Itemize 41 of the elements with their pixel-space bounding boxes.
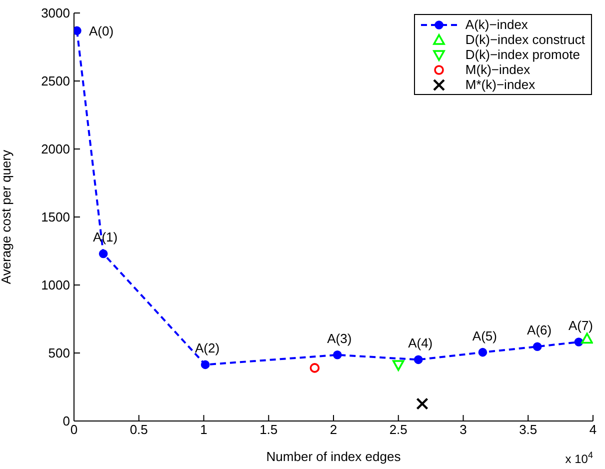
point bbox=[532, 342, 542, 352]
legend-label: D(k)−index construct bbox=[465, 32, 585, 47]
legend-label: M(k)−index bbox=[465, 62, 530, 77]
legend-label: A(k)−index bbox=[465, 17, 528, 32]
annotation: A(3) bbox=[327, 330, 352, 346]
point bbox=[200, 360, 210, 370]
y-axis-title: Average cost per query bbox=[0, 149, 14, 284]
y-tick-label: 1000 bbox=[41, 278, 70, 293]
annotation: A(7) bbox=[568, 318, 594, 333]
annotation: A(2) bbox=[195, 340, 220, 356]
legend-label: D(k)−index promote bbox=[465, 47, 580, 62]
x-tick-label: 3 bbox=[460, 422, 467, 438]
x-tick-label: 1 bbox=[200, 422, 208, 438]
y-tick-label: 500 bbox=[48, 346, 70, 361]
x-tick-label: 2.5 bbox=[389, 422, 408, 438]
x-tick-label: 3.5 bbox=[519, 422, 538, 438]
x-tick-label: 0.5 bbox=[130, 422, 148, 438]
point bbox=[392, 360, 404, 371]
annotation: A(0) bbox=[88, 24, 114, 39]
point bbox=[581, 332, 593, 344]
annotation: A(1) bbox=[93, 230, 118, 245]
legend-label: M*(k)−index bbox=[465, 77, 536, 92]
annotation: A(4) bbox=[408, 336, 433, 351]
point bbox=[416, 398, 428, 410]
x-tick-label: 4 bbox=[589, 422, 597, 438]
x-tick-label: 2 bbox=[330, 422, 338, 438]
point bbox=[310, 363, 320, 373]
point bbox=[574, 338, 584, 346]
annotation: A(5) bbox=[472, 328, 497, 344]
x-axis-title: Number of index edges bbox=[266, 449, 402, 464]
x-tick-label: 1.5 bbox=[260, 422, 278, 438]
annotation: A(6) bbox=[527, 322, 552, 338]
y-tick-label: 2000 bbox=[41, 142, 70, 157]
y-tick-label: 1500 bbox=[41, 210, 70, 225]
point bbox=[98, 249, 108, 258]
y-tick-label: 3000 bbox=[41, 6, 70, 21]
text: x 10$^{4}$ bbox=[565, 450, 593, 466]
point bbox=[478, 348, 488, 357]
y-tick-label: 2500 bbox=[41, 74, 70, 89]
point bbox=[332, 350, 342, 360]
point bbox=[414, 355, 423, 364]
